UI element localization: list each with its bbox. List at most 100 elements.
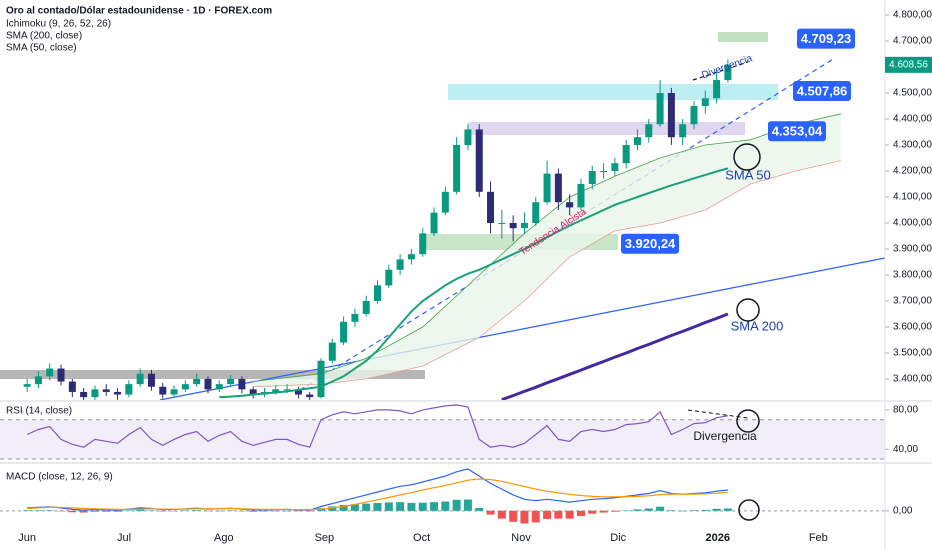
y-tick-label: 4.700,00 — [893, 36, 932, 47]
histogram-bar — [723, 508, 732, 511]
histogram-bar — [34, 510, 43, 511]
zone — [448, 84, 778, 100]
histogram-bar — [203, 510, 212, 512]
candle-body — [102, 389, 110, 392]
candle-body — [498, 223, 506, 225]
y-tick-label: 40,00 — [893, 444, 918, 455]
pane-title: RSI (14, close) — [6, 406, 72, 417]
y-tick-label: 4.800,00 — [893, 10, 932, 21]
histogram-bar — [678, 510, 687, 512]
candle-body — [68, 381, 76, 392]
ichimoku-cloud — [253, 113, 841, 387]
histogram-bar — [633, 509, 642, 511]
histogram-bar — [712, 508, 721, 511]
histogram-bar — [181, 510, 190, 512]
x-tick-label: Dic — [610, 532, 626, 544]
candle-body — [306, 394, 314, 398]
candle-body — [114, 391, 122, 395]
candle-body — [351, 313, 359, 322]
histogram-bar — [339, 505, 348, 511]
histogram-bar — [565, 510, 574, 519]
y-tick-label: 3.500,00 — [893, 348, 932, 359]
candle-body — [238, 378, 246, 390]
y-tick-label: 4.400,00 — [893, 114, 932, 125]
y-tick-label: 4.000,00 — [893, 218, 932, 229]
histogram-bar — [260, 510, 269, 512]
candle-body — [147, 373, 155, 387]
candle-body — [724, 64, 732, 81]
chart-title: Oro al contado/Dólar estadounidense · 1D… — [6, 6, 272, 17]
histogram-bar — [441, 501, 450, 511]
annotation: SMA 200 — [731, 318, 784, 333]
histogram-bar — [90, 510, 99, 512]
candle-body — [170, 389, 178, 395]
candle-body — [362, 300, 370, 314]
candle-body — [679, 124, 687, 138]
series-line — [219, 167, 729, 399]
candle-body — [520, 223, 528, 229]
candle-body — [577, 184, 585, 208]
candle-body — [159, 386, 167, 395]
y-tick-label: 3.700,00 — [893, 296, 932, 307]
candle-body — [294, 389, 302, 395]
candle-body — [272, 389, 280, 392]
histogram-bar — [113, 510, 122, 512]
histogram-bar — [701, 509, 710, 511]
candle-body — [374, 285, 382, 301]
candle-body — [441, 191, 449, 213]
axis: 3.400,00 3.500,00 3.600,00 3.700,00 3.800,00… — [18, 10, 932, 544]
highlight-circle — [736, 409, 760, 433]
histogram-bar — [554, 510, 563, 519]
candle-body — [317, 360, 325, 398]
y-tick-label: 4.300,00 — [893, 140, 932, 151]
candle-body — [227, 378, 235, 385]
price-label: 4.507,86 — [797, 83, 848, 98]
histogram-bar — [305, 510, 314, 512]
candle-body — [283, 389, 291, 391]
macd-pane — [0, 468, 885, 524]
candle-body — [487, 191, 495, 224]
highlight-circle — [736, 298, 760, 322]
histogram-bar — [520, 510, 529, 524]
candle-body — [396, 259, 404, 270]
legend-entry: Ichimoku (9, 26, 52, 26) — [6, 19, 111, 30]
histogram-bar — [124, 510, 133, 512]
candle-body — [464, 129, 472, 146]
candle-body — [645, 124, 653, 138]
candle-body — [407, 254, 415, 260]
candle-body — [633, 137, 641, 146]
candle-body — [181, 384, 189, 390]
price-label-box — [768, 121, 826, 142]
histogram-bar — [588, 510, 597, 514]
candle-body — [430, 212, 438, 234]
candle-body — [34, 376, 42, 385]
candle-body — [136, 373, 144, 385]
price-label: 4.709,23 — [801, 31, 852, 46]
zone — [468, 122, 745, 135]
highlight-circle — [738, 499, 760, 521]
last-price-box — [885, 56, 932, 73]
histogram-bar — [79, 510, 88, 513]
x-tick-label: 2026 — [705, 532, 729, 544]
candle-body — [566, 202, 574, 208]
histogram-bar — [373, 503, 382, 511]
divergence-line — [687, 409, 749, 419]
histogram-bar — [576, 510, 585, 517]
histogram-bar — [475, 507, 484, 511]
y-tick-label: 0,00 — [893, 505, 913, 516]
trend-line — [299, 57, 836, 391]
histogram-bar — [102, 510, 111, 512]
candle-body — [532, 202, 540, 224]
candle-body — [554, 173, 562, 203]
y-tick-label: 4.200,00 — [893, 166, 932, 177]
candle-body — [80, 391, 88, 398]
y-tick-label: 4.500,00 — [893, 88, 932, 99]
histogram-bar — [543, 510, 552, 519]
series-line — [27, 478, 728, 511]
series-line — [501, 312, 729, 400]
histogram-bar — [689, 510, 698, 511]
x-tick-label: Jun — [18, 532, 36, 544]
legend: Oro al contado/Dólar estadounidense · 1D… — [6, 6, 272, 483]
